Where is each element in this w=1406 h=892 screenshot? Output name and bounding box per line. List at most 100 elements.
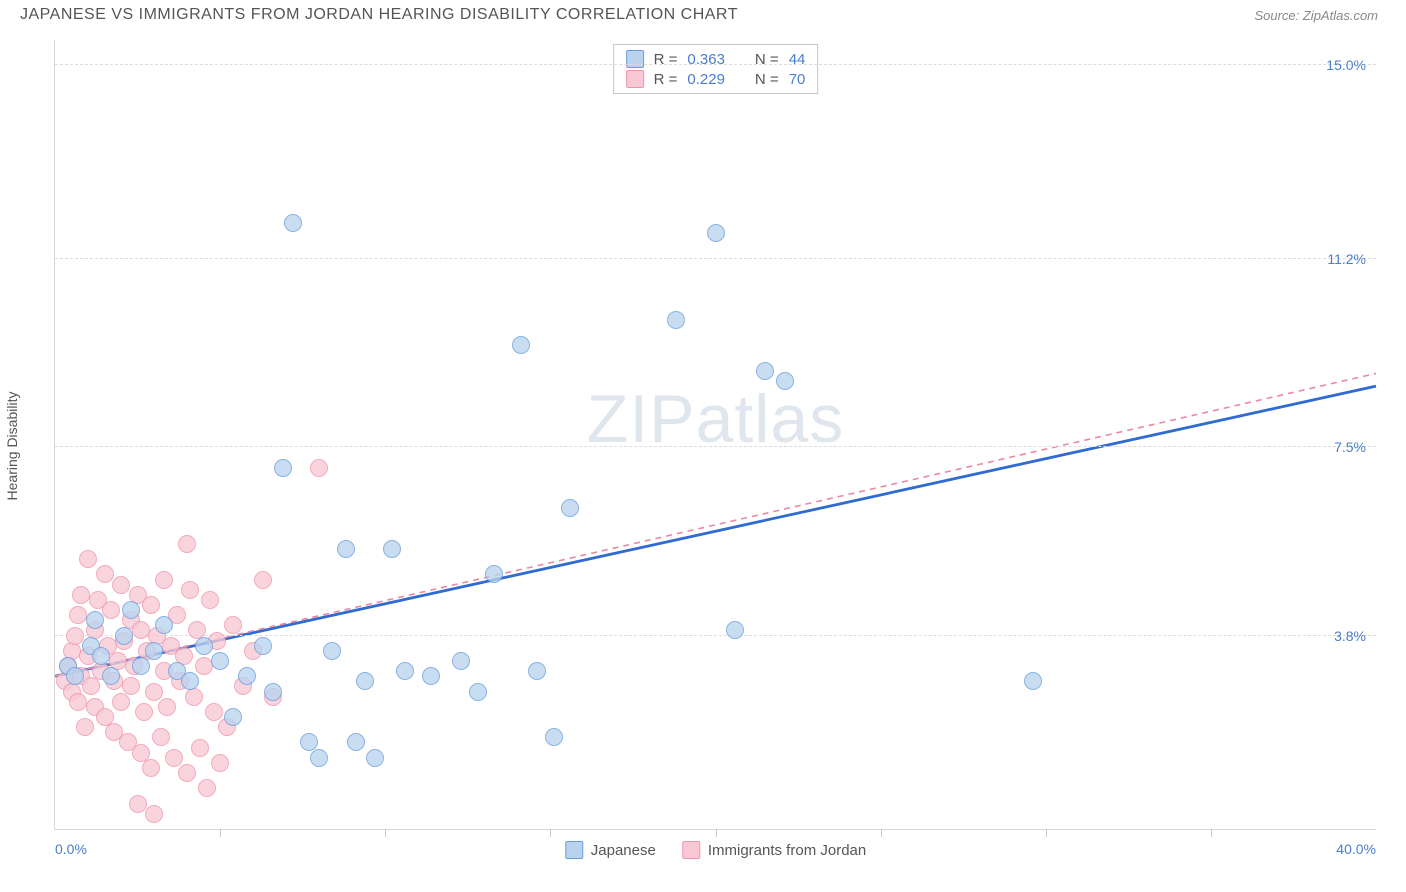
x-tick xyxy=(1046,829,1047,837)
scatter-point xyxy=(115,627,133,645)
scatter-point xyxy=(66,667,84,685)
scatter-point xyxy=(756,362,774,380)
stat-r-label: R = xyxy=(654,71,678,88)
scatter-point xyxy=(310,459,328,477)
legend-swatch xyxy=(626,70,644,88)
stats-legend-row: R =0.229N =70 xyxy=(626,69,806,89)
scatter-point xyxy=(155,616,173,634)
x-axis-max-label: 40.0% xyxy=(1336,841,1376,857)
scatter-point xyxy=(396,662,414,680)
scatter-point xyxy=(145,642,163,660)
scatter-point xyxy=(347,733,365,751)
scatter-point xyxy=(528,662,546,680)
gridline xyxy=(55,64,1376,65)
scatter-point xyxy=(198,779,216,797)
scatter-point xyxy=(122,677,140,695)
scatter-point xyxy=(561,499,579,517)
scatter-point xyxy=(135,703,153,721)
scatter-point xyxy=(96,565,114,583)
scatter-point xyxy=(72,586,90,604)
series-legend: Japanese Immigrants from Jordan xyxy=(565,841,866,859)
scatter-point xyxy=(145,683,163,701)
title-row: JAPANESE VS IMMIGRANTS FROM JORDAN HEARI… xyxy=(0,0,1406,30)
scatter-point xyxy=(129,795,147,813)
stat-n-value: 70 xyxy=(789,71,806,88)
legend-swatch xyxy=(565,841,583,859)
scatter-point xyxy=(82,677,100,695)
scatter-point xyxy=(1024,672,1042,690)
scatter-point xyxy=(66,627,84,645)
scatter-point xyxy=(165,749,183,767)
scatter-point xyxy=(356,672,374,690)
x-tick xyxy=(385,829,386,837)
scatter-point xyxy=(224,616,242,634)
x-tick xyxy=(716,829,717,837)
scatter-point xyxy=(545,728,563,746)
scatter-point xyxy=(181,672,199,690)
scatter-point xyxy=(195,657,213,675)
x-tick xyxy=(550,829,551,837)
scatter-point xyxy=(667,311,685,329)
gridline xyxy=(55,635,1376,636)
scatter-point xyxy=(264,683,282,701)
scatter-point xyxy=(224,708,242,726)
stats-legend-row: R =0.363N =44 xyxy=(626,49,806,69)
trendlines-layer xyxy=(55,40,1376,829)
scatter-point xyxy=(238,667,256,685)
scatter-point xyxy=(469,683,487,701)
legend-label: Japanese xyxy=(591,842,656,859)
scatter-point xyxy=(76,718,94,736)
scatter-point xyxy=(211,754,229,772)
x-tick xyxy=(1211,829,1212,837)
trendline xyxy=(55,386,1376,676)
source-attribution: Source: ZipAtlas.com xyxy=(1254,8,1378,23)
scatter-point xyxy=(776,372,794,390)
scatter-point xyxy=(185,688,203,706)
scatter-point xyxy=(145,805,163,823)
scatter-point xyxy=(102,667,120,685)
scatter-point xyxy=(69,693,87,711)
plot-wrap: ZIPatlas R =0.363N =44R =0.229N =70 Japa… xyxy=(54,40,1376,830)
gridline xyxy=(55,258,1376,259)
scatter-point xyxy=(142,596,160,614)
scatter-point xyxy=(254,637,272,655)
scatter-point xyxy=(323,642,341,660)
scatter-point xyxy=(310,749,328,767)
scatter-point xyxy=(201,591,219,609)
legend-item: Japanese xyxy=(565,841,656,859)
x-tick xyxy=(220,829,221,837)
scatter-point xyxy=(155,571,173,589)
scatter-point xyxy=(512,336,530,354)
scatter-point xyxy=(178,535,196,553)
scatter-point xyxy=(132,657,150,675)
gridline xyxy=(55,446,1376,447)
x-tick xyxy=(881,829,882,837)
stat-r-value: 0.229 xyxy=(687,71,725,88)
scatter-point xyxy=(92,647,110,665)
scatter-point xyxy=(195,637,213,655)
scatter-point xyxy=(337,540,355,558)
scatter-point xyxy=(152,728,170,746)
scatter-point xyxy=(178,764,196,782)
scatter-point xyxy=(284,214,302,232)
scatter-point xyxy=(79,550,97,568)
chart-title: JAPANESE VS IMMIGRANTS FROM JORDAN HEARI… xyxy=(20,6,738,24)
y-tick-label: 15.0% xyxy=(1326,57,1366,73)
legend-swatch xyxy=(682,841,700,859)
scatter-point xyxy=(366,749,384,767)
y-tick-label: 7.5% xyxy=(1334,439,1366,455)
scatter-point xyxy=(132,621,150,639)
scatter-point xyxy=(181,581,199,599)
correlation-chart-container: JAPANESE VS IMMIGRANTS FROM JORDAN HEARI… xyxy=(0,0,1406,892)
scatter-point xyxy=(274,459,292,477)
scatter-point xyxy=(254,571,272,589)
scatter-point xyxy=(112,693,130,711)
legend-label: Immigrants from Jordan xyxy=(708,842,866,859)
scatter-point xyxy=(158,698,176,716)
plot-area: ZIPatlas R =0.363N =44R =0.229N =70 Japa… xyxy=(54,40,1376,830)
legend-item: Immigrants from Jordan xyxy=(682,841,866,859)
scatter-point xyxy=(142,759,160,777)
scatter-point xyxy=(69,606,87,624)
x-axis-min-label: 0.0% xyxy=(55,841,87,857)
scatter-point xyxy=(102,601,120,619)
